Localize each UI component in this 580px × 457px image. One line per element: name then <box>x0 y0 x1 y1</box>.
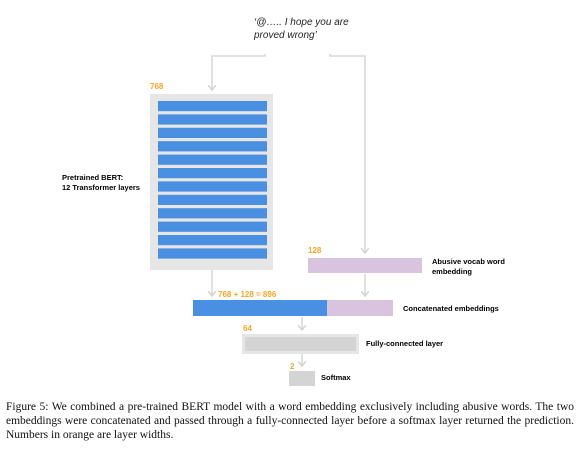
softmax-width-label: 2 <box>290 362 295 371</box>
transformer-layer <box>158 181 267 192</box>
transformer-layer <box>158 154 267 165</box>
bert-width-label: 768 <box>150 82 164 91</box>
fc-bar-inner <box>245 337 356 351</box>
transformer-layer <box>158 235 267 246</box>
transformer-layer <box>158 248 267 259</box>
input-text-line2: proved wrong’ <box>253 30 318 41</box>
concat-label: Concatenated embeddings <box>403 304 499 313</box>
concat-vocab-part <box>327 300 393 316</box>
bert-title-line1: Pretrained BERT: <box>62 173 123 182</box>
transformer-layer <box>158 194 267 205</box>
transformer-layer <box>158 101 267 112</box>
transformer-layer <box>158 168 267 179</box>
bert-title-line2: 12 Transformer layers <box>62 183 140 192</box>
model-architecture-diagram: ‘@….. I hope you are proved wrong’ 768 P… <box>62 17 505 386</box>
connectors <box>212 54 365 366</box>
transformer-layer <box>158 221 267 232</box>
figure-caption: Figure 5: We combined a pre-trained BERT… <box>6 401 574 441</box>
vocab-label-line2: embedding <box>432 267 472 276</box>
input-text-line1: ‘@….. I hope you are <box>254 17 349 28</box>
vocab-embedding-bar <box>308 258 422 273</box>
vocab-width-label: 128 <box>308 246 322 255</box>
concat-width-label: 768 + 128 = 896 <box>218 290 277 299</box>
arrow-input-to-bert <box>212 54 266 90</box>
fc-label: Fully-connected layer <box>366 339 443 348</box>
fc-width-label: 64 <box>243 324 252 333</box>
transformer-layer <box>158 114 267 125</box>
transformer-layer <box>158 127 267 138</box>
softmax-label: Softmax <box>321 373 351 382</box>
bert-layers <box>158 101 267 259</box>
vocab-label-line1: Abusive vocab word <box>432 257 505 266</box>
concat-bert-part <box>193 300 327 316</box>
arrow-input-to-vocab <box>329 54 365 253</box>
softmax-box <box>289 371 315 386</box>
transformer-layer <box>158 141 267 152</box>
transformer-layer <box>158 208 267 219</box>
